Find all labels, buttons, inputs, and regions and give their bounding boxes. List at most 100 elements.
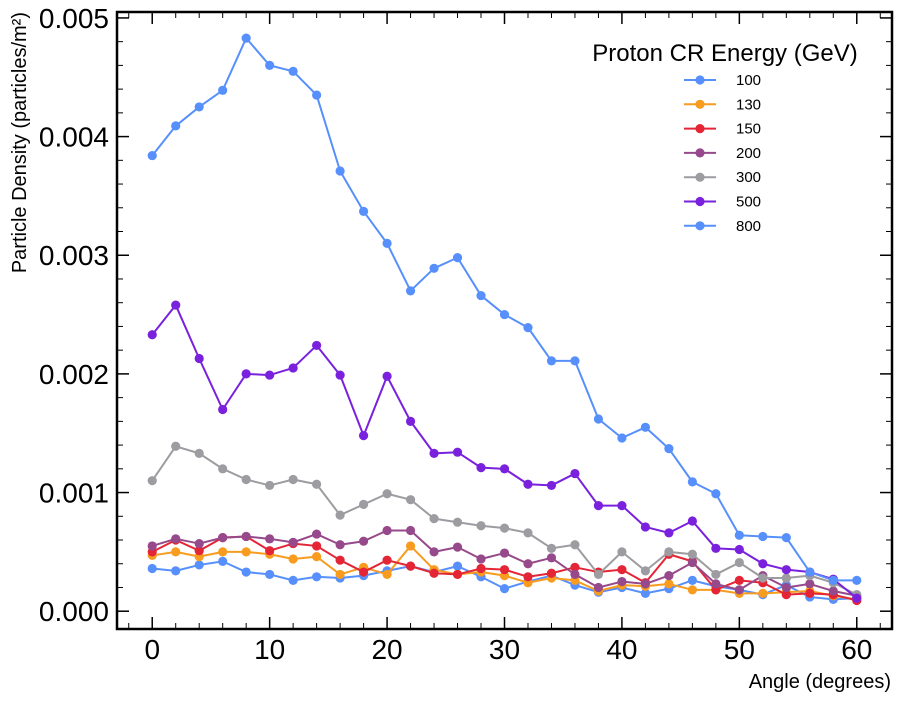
data-point	[382, 525, 392, 536]
data-point	[312, 340, 322, 351]
data-point	[358, 430, 369, 441]
data-point	[617, 565, 627, 575]
data-point	[335, 510, 345, 520]
data-point	[664, 528, 674, 538]
data-point	[828, 586, 838, 596]
data-point	[523, 559, 533, 569]
legend-label: 500	[736, 194, 761, 211]
data-point	[687, 585, 697, 595]
data-point	[781, 589, 791, 600]
data-point	[429, 263, 439, 273]
data-point	[546, 356, 557, 366]
data-point	[523, 572, 533, 582]
legend-item-100: 100	[684, 72, 761, 89]
data-point	[781, 565, 791, 575]
data-point	[687, 516, 697, 526]
legend-marker	[695, 221, 705, 231]
y-tick-label: 0.004	[39, 122, 109, 153]
data-point	[664, 547, 674, 557]
data-point	[852, 575, 862, 585]
data-point	[218, 547, 228, 557]
data-point	[593, 569, 604, 580]
data-point	[523, 528, 533, 538]
legend-item-130: 130	[684, 96, 761, 113]
series-layer	[147, 33, 862, 606]
legend-item-200: 200	[684, 145, 761, 162]
data-point	[499, 584, 510, 594]
x-tick-label: 40	[606, 634, 637, 665]
data-point	[734, 530, 744, 540]
data-point	[570, 569, 580, 580]
data-point	[382, 238, 392, 248]
data-point	[147, 563, 157, 574]
data-point	[358, 567, 369, 577]
data-point	[429, 448, 439, 458]
data-point	[640, 579, 651, 589]
data-point	[687, 575, 697, 585]
data-point	[218, 85, 228, 95]
legend-item-800: 800	[684, 218, 761, 235]
data-point	[218, 464, 228, 474]
data-point	[805, 567, 815, 577]
y-tick-label: 0.002	[39, 359, 109, 390]
data-point	[194, 538, 204, 549]
data-point	[687, 477, 697, 487]
data-point	[593, 501, 604, 511]
data-point	[265, 546, 275, 556]
series-line-800	[151, 37, 857, 582]
data-point	[546, 543, 557, 553]
legend: Proton CR Energy (GeV) 100 130 150 200 300 50…	[592, 40, 857, 235]
data-point	[828, 575, 838, 585]
data-point	[194, 560, 204, 570]
data-point	[452, 569, 463, 580]
legend-items: 100 130 150 200 300 500 800	[684, 72, 761, 235]
x-tick-label: 60	[841, 634, 872, 665]
data-point	[593, 582, 604, 593]
data-point	[335, 540, 345, 550]
data-point	[593, 414, 604, 424]
x-axis-title: Angle (degrees)	[749, 671, 891, 693]
data-point	[476, 290, 486, 301]
legend-marker	[695, 196, 705, 207]
legend-label: 300	[736, 169, 761, 186]
data-point	[711, 569, 721, 580]
data-point	[171, 547, 181, 557]
x-tick-label: 0	[144, 634, 160, 665]
data-point	[476, 554, 486, 564]
data-point	[265, 60, 275, 70]
y-tick-label: 0.003	[39, 240, 109, 271]
data-point	[781, 582, 791, 593]
data-point	[288, 66, 298, 76]
data-point	[429, 514, 439, 524]
data-point	[617, 433, 627, 443]
legend-marker	[695, 99, 705, 109]
series-800	[147, 33, 862, 585]
data-point	[758, 588, 768, 599]
data-point	[405, 286, 416, 296]
data-point	[358, 499, 369, 510]
data-point	[452, 561, 463, 571]
data-point	[805, 579, 815, 589]
data-point	[734, 585, 744, 595]
data-point	[312, 552, 322, 562]
series-200	[147, 525, 862, 601]
data-point	[382, 555, 392, 565]
data-point	[617, 576, 627, 587]
data-point	[452, 447, 463, 457]
legend-label: 100	[736, 72, 761, 89]
data-point	[405, 525, 416, 536]
legend-label: 200	[736, 145, 761, 162]
data-point	[171, 121, 181, 131]
data-point	[265, 370, 275, 380]
data-point	[664, 571, 674, 581]
data-point	[523, 323, 533, 333]
data-point	[734, 544, 744, 555]
data-point	[452, 542, 463, 552]
legend-item-150: 150	[684, 121, 761, 138]
data-point	[312, 479, 322, 489]
data-point	[241, 474, 251, 485]
legend-marker	[695, 172, 705, 182]
data-point	[171, 441, 181, 451]
data-point	[734, 575, 744, 585]
data-point	[734, 557, 744, 568]
